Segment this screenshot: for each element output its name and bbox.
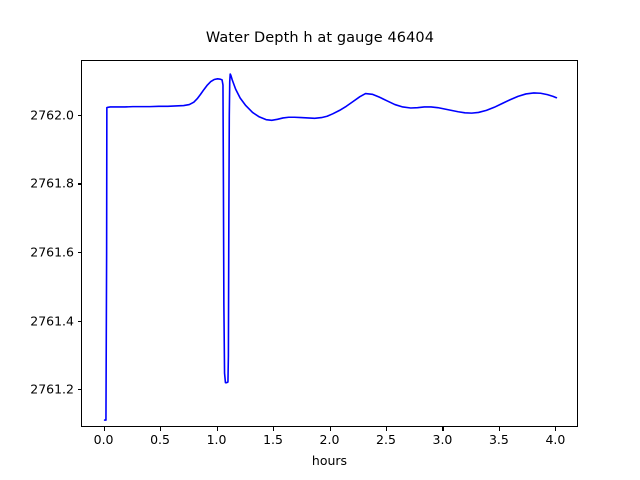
x-tick-label: 1.0 <box>206 432 227 447</box>
plot-area <box>81 60 578 427</box>
x-tick-label: 4.0 <box>545 432 566 447</box>
y-tick-mark <box>77 114 81 116</box>
x-tick-mark <box>103 427 105 431</box>
x-tick-mark <box>329 427 331 431</box>
x-tick-mark <box>273 427 275 431</box>
x-tick-label: 1.5 <box>263 432 283 447</box>
y-tick-label: 2761.2 <box>30 381 74 397</box>
x-tick-mark <box>555 427 557 431</box>
y-tick-mark <box>77 183 81 185</box>
x-tick-mark <box>160 427 162 431</box>
y-tick-label: 2761.6 <box>30 244 74 260</box>
data-line-h <box>103 73 558 421</box>
y-tick-mark <box>77 252 81 254</box>
plot-svg <box>103 73 558 421</box>
x-tick-label: 0.0 <box>93 432 114 447</box>
x-tick-label: 3.0 <box>432 432 453 447</box>
x-tick-label: 2.5 <box>376 432 396 447</box>
x-tick-label: 0.5 <box>150 432 170 447</box>
x-tick-mark <box>442 427 444 431</box>
chart-title: Water Depth h at gauge 46404 <box>205 30 435 46</box>
y-tick-mark <box>77 320 81 322</box>
x-tick-label: 2.0 <box>319 432 340 447</box>
x-tick-mark <box>385 427 388 431</box>
x-tick-mark <box>216 427 218 431</box>
y-tick-label: 2761.4 <box>30 313 74 329</box>
x-axis-label: hours <box>311 453 348 468</box>
y-tick-label: 2762.0 <box>30 107 74 123</box>
x-tick-mark <box>498 427 500 431</box>
y-tick-mark <box>77 389 81 391</box>
y-tick-label: 2761.8 <box>30 175 74 191</box>
x-tick-label: 3.5 <box>488 432 509 447</box>
